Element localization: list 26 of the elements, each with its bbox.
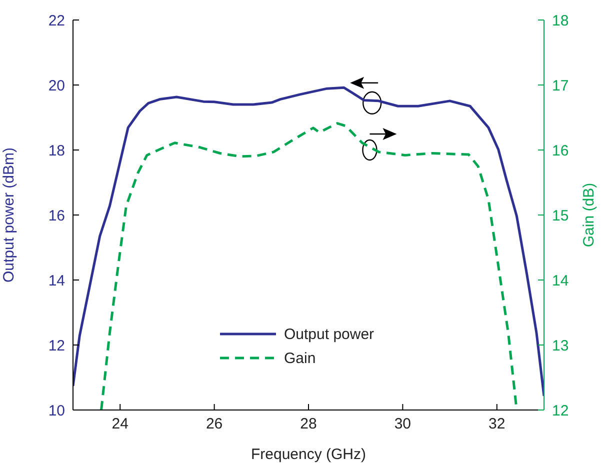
y2-tick-label: 17 (552, 77, 569, 94)
y-tick-label: 18 (48, 142, 65, 160)
x-tick-label: 30 (394, 416, 412, 433)
y-tick-label: 14 (48, 272, 65, 290)
y-tick-label: 20 (48, 77, 65, 94)
y-tick-label: 12 (48, 337, 65, 354)
y2-tick-label: 14 (552, 272, 569, 290)
y2-tick-label: 16 (552, 142, 569, 160)
x-tick-label: 26 (206, 416, 223, 433)
x-tick-label: 24 (112, 416, 128, 433)
line-series (73, 86, 544, 398)
y-tick-label: 22 (48, 12, 65, 30)
x-tick-label: 32 (488, 416, 506, 433)
line-series (100, 122, 518, 410)
y2-tick-label: 18 (552, 12, 569, 30)
y2-tick-label: 12 (552, 402, 569, 420)
y-axis-title: Output power (dBm) (0, 147, 18, 283)
legend-label: Output power (284, 326, 374, 342)
x-tick-label: 28 (300, 416, 317, 433)
x-axis-title: Frequency (GHz) (250, 446, 366, 463)
y2-tick-label: 15 (552, 207, 569, 224)
y2-axis-title: Gain (dB) (580, 182, 598, 248)
y2-tick-label: 13 (552, 337, 569, 354)
y-tick-label: 16 (48, 207, 65, 224)
y-tick-label: 10 (48, 402, 65, 420)
legend-label: Gain (284, 350, 316, 366)
